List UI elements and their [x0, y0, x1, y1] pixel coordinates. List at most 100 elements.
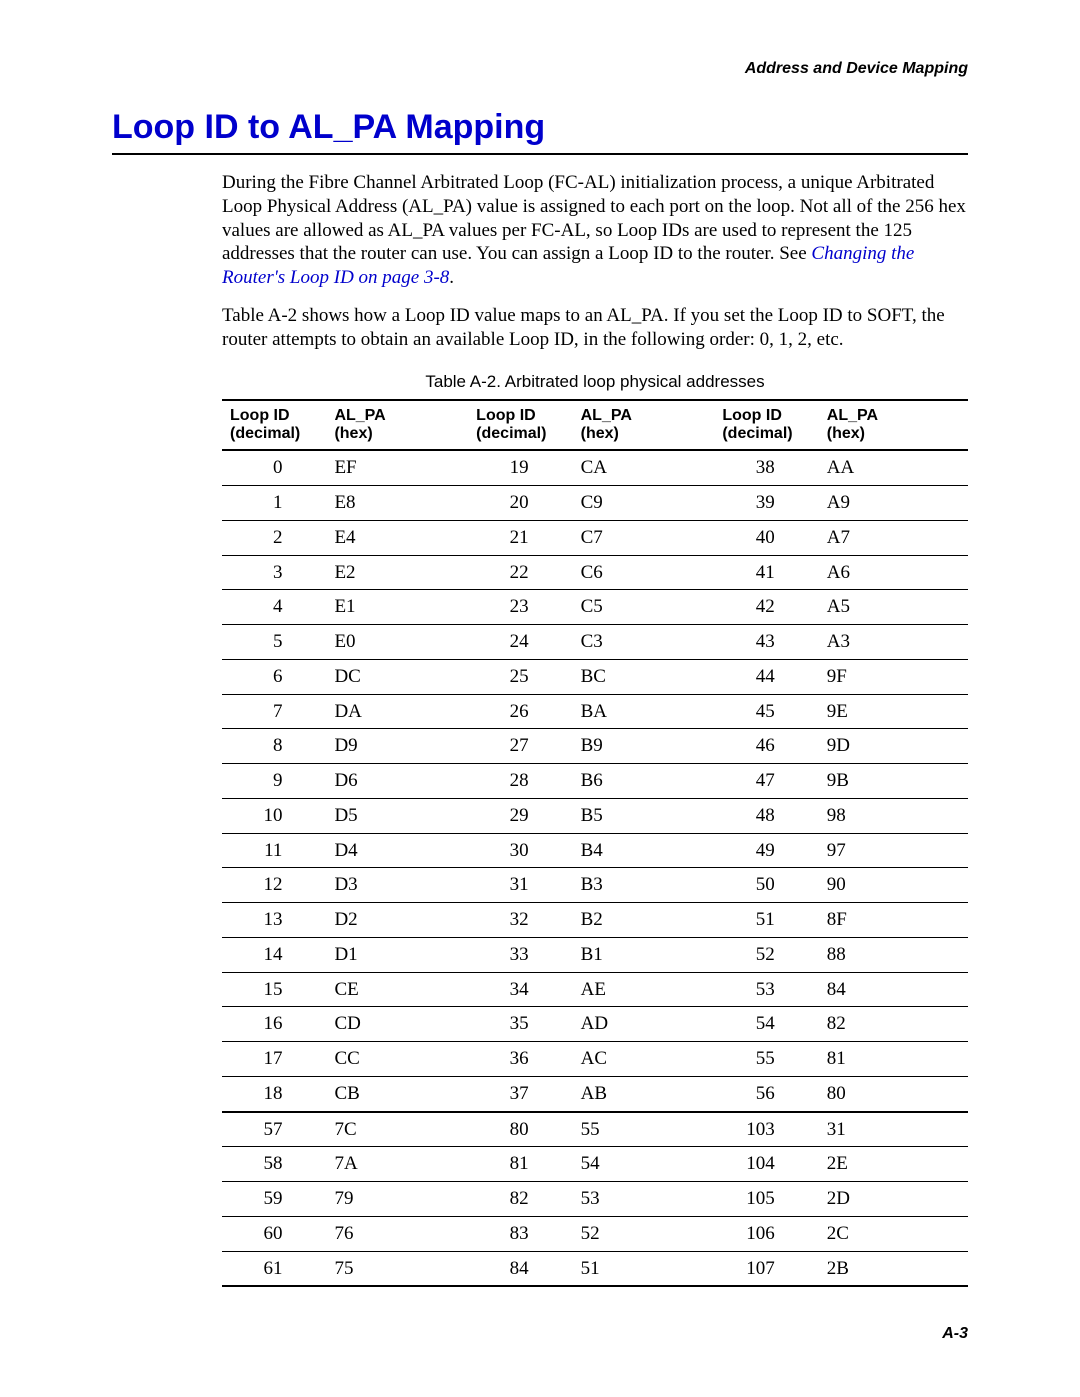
cell-loop-id: 60: [222, 1216, 326, 1251]
cell-alpa: CB: [326, 1076, 468, 1111]
cell-loop-id: 82: [468, 1182, 572, 1217]
cell-loop-id: 27: [468, 729, 572, 764]
cell-alpa: DA: [326, 694, 468, 729]
cell-loop-id: 23: [468, 590, 572, 625]
cell-alpa: 2E: [819, 1147, 968, 1182]
cell-alpa: C5: [573, 590, 715, 625]
page-number: A-3: [112, 1325, 968, 1343]
table-row: 9D628B6479B: [222, 764, 968, 799]
cell-loop-id: 6: [222, 659, 326, 694]
cell-alpa: D9: [326, 729, 468, 764]
cell-loop-id: 44: [714, 659, 818, 694]
col-header-alpa-2: AL_PA(hex): [573, 400, 715, 451]
cell-loop-id: 53: [714, 972, 818, 1007]
cell-loop-id: 54: [714, 1007, 818, 1042]
cell-loop-id: 56: [714, 1076, 818, 1111]
cell-alpa: D2: [326, 903, 468, 938]
table-head: Loop ID(decimal) AL_PA(hex) Loop ID(deci…: [222, 400, 968, 451]
cell-alpa: 51: [573, 1251, 715, 1286]
table-row: 6DC25BC449F: [222, 659, 968, 694]
cell-loop-id: 8: [222, 729, 326, 764]
cell-loop-id: 7: [222, 694, 326, 729]
cell-loop-id: 104: [714, 1147, 818, 1182]
cell-alpa: 53: [573, 1182, 715, 1217]
cell-loop-id: 28: [468, 764, 572, 799]
cell-alpa: D6: [326, 764, 468, 799]
cell-loop-id: 84: [468, 1251, 572, 1286]
cell-loop-id: 45: [714, 694, 818, 729]
cell-alpa: D5: [326, 798, 468, 833]
cell-alpa: C3: [573, 625, 715, 660]
col-header-loop-3: Loop ID(decimal): [714, 400, 818, 451]
cell-alpa: B1: [573, 937, 715, 972]
table-row: 597982531052D: [222, 1182, 968, 1217]
table-row: 17CC36AC5581: [222, 1042, 968, 1077]
cell-loop-id: 107: [714, 1251, 818, 1286]
cell-alpa: 76: [326, 1216, 468, 1251]
cell-alpa: 9D: [819, 729, 968, 764]
cell-alpa: 98: [819, 798, 968, 833]
cell-alpa: 82: [819, 1007, 968, 1042]
cell-loop-id: 16: [222, 1007, 326, 1042]
cell-loop-id: 30: [468, 833, 572, 868]
table-caption: Table A-2. Arbitrated loop physical addr…: [222, 371, 968, 392]
cell-loop-id: 55: [714, 1042, 818, 1077]
cell-alpa: 9F: [819, 659, 968, 694]
cell-loop-id: 37: [468, 1076, 572, 1111]
paragraph-1: During the Fibre Channel Arbitrated Loop…: [222, 171, 968, 290]
cell-loop-id: 83: [468, 1216, 572, 1251]
cell-alpa: 9B: [819, 764, 968, 799]
table-row: 16CD35AD5482: [222, 1007, 968, 1042]
table-row: 14D133B15288: [222, 937, 968, 972]
cell-loop-id: 10: [222, 798, 326, 833]
cell-alpa: C9: [573, 486, 715, 521]
cell-loop-id: 11: [222, 833, 326, 868]
cell-alpa: B4: [573, 833, 715, 868]
cell-loop-id: 81: [468, 1147, 572, 1182]
cell-loop-id: 1: [222, 486, 326, 521]
table-row: 4E123C542A5: [222, 590, 968, 625]
cell-loop-id: 24: [468, 625, 572, 660]
cell-alpa: A5: [819, 590, 968, 625]
table-row: 13D232B2518F: [222, 903, 968, 938]
cell-loop-id: 41: [714, 555, 818, 590]
cell-alpa: CA: [573, 450, 715, 485]
header-right: Address and Device Mapping: [112, 60, 968, 78]
title-rule: [112, 153, 968, 155]
cell-alpa: D3: [326, 868, 468, 903]
cell-loop-id: 106: [714, 1216, 818, 1251]
table-row: 12D331B35090: [222, 868, 968, 903]
cell-alpa: 2B: [819, 1251, 968, 1286]
cell-alpa: E1: [326, 590, 468, 625]
cell-loop-id: 35: [468, 1007, 572, 1042]
cell-loop-id: 17: [222, 1042, 326, 1077]
cell-loop-id: 25: [468, 659, 572, 694]
cell-loop-id: 47: [714, 764, 818, 799]
cell-loop-id: 103: [714, 1112, 818, 1147]
cell-alpa: D4: [326, 833, 468, 868]
cell-loop-id: 0: [222, 450, 326, 485]
col-header-loop-1: Loop ID(decimal): [222, 400, 326, 451]
cell-loop-id: 80: [468, 1112, 572, 1147]
cell-alpa: CC: [326, 1042, 468, 1077]
cell-loop-id: 51: [714, 903, 818, 938]
table-row: 5E024C343A3: [222, 625, 968, 660]
cell-alpa: 2C: [819, 1216, 968, 1251]
cell-loop-id: 2: [222, 520, 326, 555]
cell-loop-id: 15: [222, 972, 326, 1007]
cell-loop-id: 61: [222, 1251, 326, 1286]
paragraph-2: Table A-2 shows how a Loop ID value maps…: [222, 304, 968, 352]
body-text: During the Fibre Channel Arbitrated Loop…: [222, 171, 968, 1287]
table-row: 7DA26BA459E: [222, 694, 968, 729]
cell-alpa: 81: [819, 1042, 968, 1077]
cell-alpa: BC: [573, 659, 715, 694]
cell-loop-id: 52: [714, 937, 818, 972]
cell-alpa: 55: [573, 1112, 715, 1147]
col-header-loop-2: Loop ID(decimal): [468, 400, 572, 451]
col-header-alpa-1: AL_PA(hex): [326, 400, 468, 451]
cell-loop-id: 32: [468, 903, 572, 938]
table-row: 617584511072B: [222, 1251, 968, 1286]
section-title: Loop ID to AL_PA Mapping: [112, 108, 968, 147]
cell-alpa: AD: [573, 1007, 715, 1042]
cell-loop-id: 18: [222, 1076, 326, 1111]
